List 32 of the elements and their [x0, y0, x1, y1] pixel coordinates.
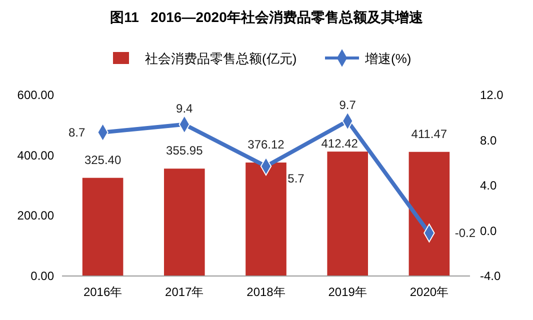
x-tick-label: 2019年 — [328, 285, 367, 299]
y-tick-label: 600.00 — [17, 88, 54, 102]
x-tick-label: 2016年 — [83, 285, 122, 299]
data-label: 5.7 — [288, 171, 305, 186]
y2-tick-label: 12.0 — [480, 88, 504, 102]
y2-tick-label: 8.0 — [480, 133, 498, 148]
y2-tick-label: 4.0 — [480, 178, 498, 192]
bar — [408, 152, 450, 276]
y2-tick-label: 0.0 — [480, 224, 498, 238]
data-label: 9.7 — [339, 98, 356, 112]
bar — [164, 168, 205, 276]
data-label: 412.42 — [321, 136, 358, 151]
legend-label: 增速(%) — [364, 51, 412, 66]
legend-label: 社会消费品零售总额(亿元) — [145, 51, 297, 66]
data-label: 411.47 — [411, 126, 448, 141]
bar — [246, 162, 286, 276]
bar — [82, 178, 124, 276]
data-label: 355.95 — [166, 144, 204, 158]
data-label: 8.7 — [68, 125, 86, 140]
chart-title: 图11 2016—2020年社会消费品零售总额及其增速 — [110, 9, 424, 25]
data-label: 376.12 — [248, 138, 285, 152]
data-label: 325.40 — [84, 152, 122, 167]
y2-tick-label: -4.0 — [480, 269, 502, 283]
bar — [327, 152, 368, 276]
data-label: -0.2 — [454, 226, 476, 240]
x-tick-label: 2017年 — [165, 285, 204, 299]
y-tick-label: 0.00 — [30, 269, 54, 283]
data-label: 9.4 — [176, 101, 194, 116]
y-tick-label: 200.00 — [17, 208, 54, 223]
y-tick-label: 400.00 — [17, 148, 54, 162]
x-tick-label: 2018年 — [246, 285, 286, 299]
x-tick-label: 2020年 — [410, 285, 449, 299]
